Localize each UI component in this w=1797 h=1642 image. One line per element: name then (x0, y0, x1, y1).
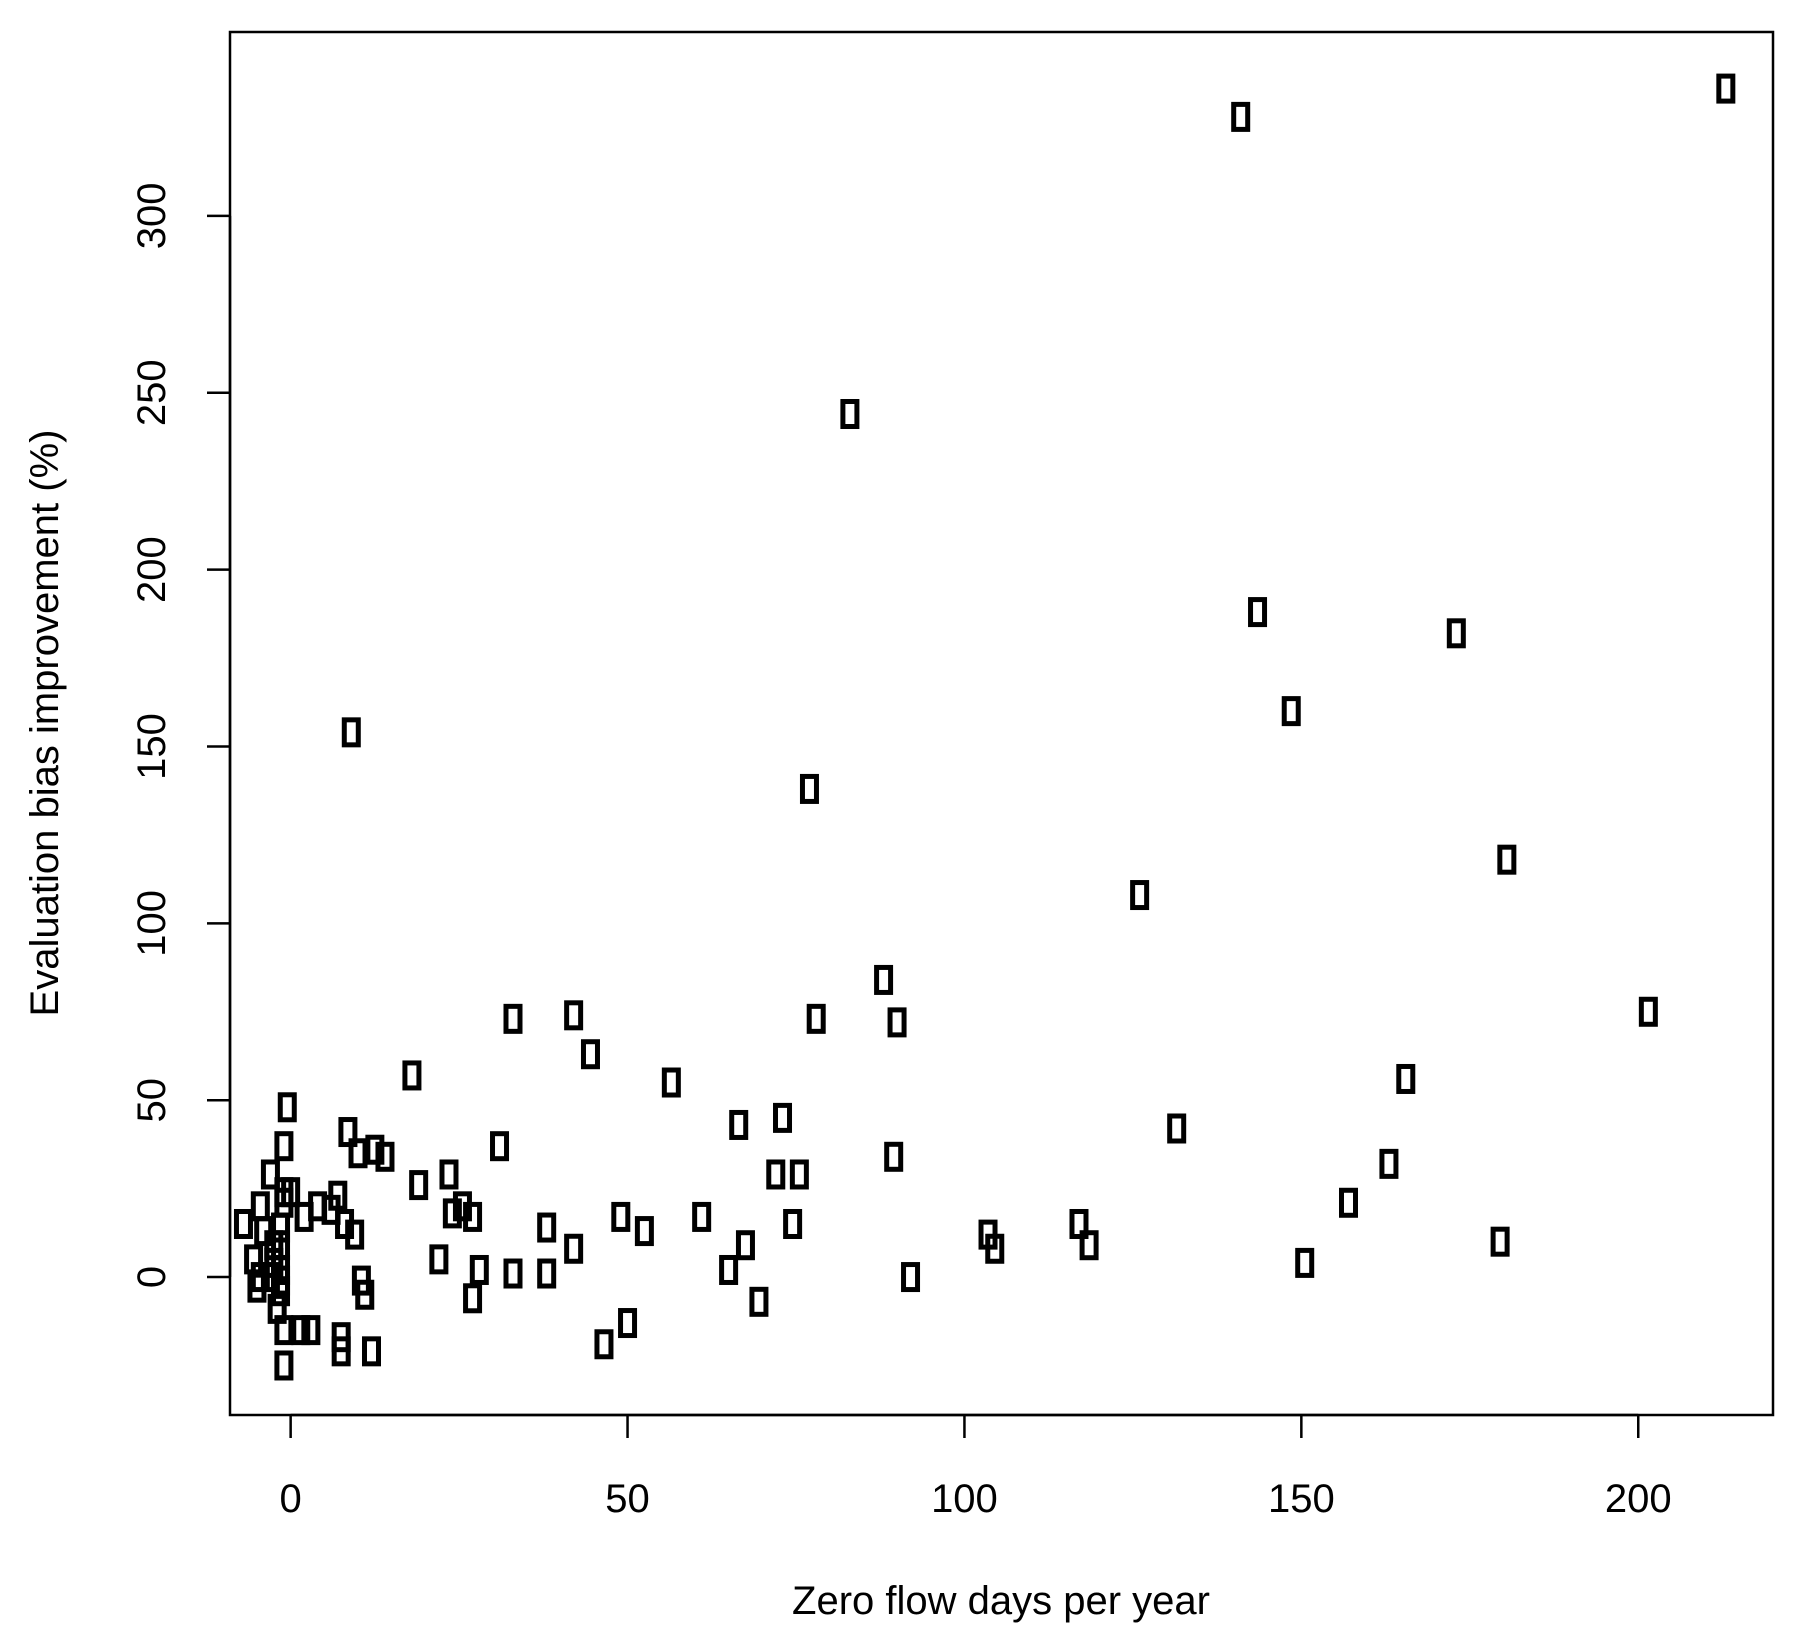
data-point (985, 1233, 1005, 1264)
data-point (611, 1201, 631, 1232)
x-tick-label: 0 (280, 1477, 302, 1521)
data-point (274, 1315, 294, 1346)
data-point (537, 1258, 557, 1289)
data-point (735, 1230, 755, 1261)
data-point (874, 964, 894, 995)
data-point (463, 1201, 483, 1232)
data-point (291, 1315, 311, 1346)
y-tick-label: 250 (130, 359, 174, 426)
data-point (884, 1141, 904, 1172)
data-point (887, 1007, 907, 1038)
data-point (1231, 101, 1251, 132)
data-point (1339, 1187, 1359, 1218)
data-points (233, 73, 1736, 1381)
data-point (766, 1159, 786, 1190)
data-point (1167, 1113, 1187, 1144)
data-point (469, 1254, 489, 1285)
data-point (345, 1219, 365, 1250)
data-point (1079, 1230, 1099, 1261)
data-point (783, 1208, 803, 1239)
data-point (260, 1159, 280, 1190)
data-point (361, 1336, 381, 1367)
data-point (1716, 73, 1736, 104)
data-point (773, 1102, 793, 1133)
data-point (409, 1170, 429, 1201)
x-tick-label: 50 (605, 1477, 650, 1521)
data-point (1069, 1208, 1089, 1239)
data-point (580, 1039, 600, 1070)
data-point (503, 1003, 523, 1034)
data-point (1248, 597, 1268, 628)
data-point (806, 1003, 826, 1034)
data-point (277, 1092, 297, 1123)
y-tick-label: 150 (130, 713, 174, 780)
y-axis-title: Evaluation bias improvement (%) (23, 430, 67, 1017)
data-point (692, 1201, 712, 1232)
data-point (503, 1258, 523, 1289)
data-point (1396, 1063, 1416, 1094)
data-point (729, 1109, 749, 1140)
x-axis: 0 50 100 150 200 (280, 1413, 1672, 1521)
data-point (375, 1141, 395, 1172)
data-point (799, 773, 819, 804)
data-point (661, 1067, 681, 1098)
data-point (749, 1286, 769, 1317)
data-point (271, 1276, 291, 1307)
data-point (247, 1272, 267, 1303)
data-point (1446, 618, 1466, 649)
data-point (1490, 1226, 1510, 1257)
data-point (1130, 880, 1150, 911)
data-point (537, 1212, 557, 1243)
data-point (564, 1233, 584, 1264)
data-point (1638, 996, 1658, 1027)
data-point (439, 1159, 459, 1190)
y-tick-label: 0 (130, 1266, 174, 1288)
data-point (634, 1216, 654, 1247)
y-axis: 0 50 100 150 200 250 300 (130, 183, 232, 1288)
x-axis-title: Zero flow days per year (792, 1579, 1210, 1623)
x-tick-label: 200 (1605, 1477, 1672, 1521)
data-point (1281, 696, 1301, 727)
data-point (341, 717, 361, 748)
data-point (442, 1198, 462, 1229)
y-tick-label: 50 (130, 1078, 174, 1123)
y-tick-label: 300 (130, 183, 174, 250)
data-point (1497, 844, 1517, 875)
data-point (1379, 1148, 1399, 1179)
data-point (463, 1283, 483, 1314)
data-point (1295, 1247, 1315, 1278)
y-tick-label: 100 (130, 890, 174, 957)
x-tick-label: 150 (1268, 1477, 1335, 1521)
data-point (274, 1350, 294, 1381)
data-point (840, 399, 860, 430)
data-point (490, 1131, 510, 1162)
data-point (338, 1117, 358, 1148)
data-point (618, 1308, 638, 1339)
data-point (594, 1329, 614, 1360)
y-tick-label: 200 (130, 536, 174, 603)
data-point (294, 1201, 314, 1232)
data-point (429, 1244, 449, 1275)
data-point (402, 1060, 422, 1091)
data-point (719, 1254, 739, 1285)
data-point (901, 1262, 921, 1293)
x-tick-label: 100 (931, 1477, 998, 1521)
data-point (365, 1134, 385, 1165)
data-point (355, 1279, 375, 1310)
data-point (564, 1000, 584, 1031)
data-point (274, 1131, 294, 1162)
data-point (233, 1208, 253, 1239)
data-point (301, 1315, 321, 1346)
data-point (348, 1138, 368, 1169)
data-point (331, 1336, 351, 1367)
data-point (789, 1159, 809, 1190)
